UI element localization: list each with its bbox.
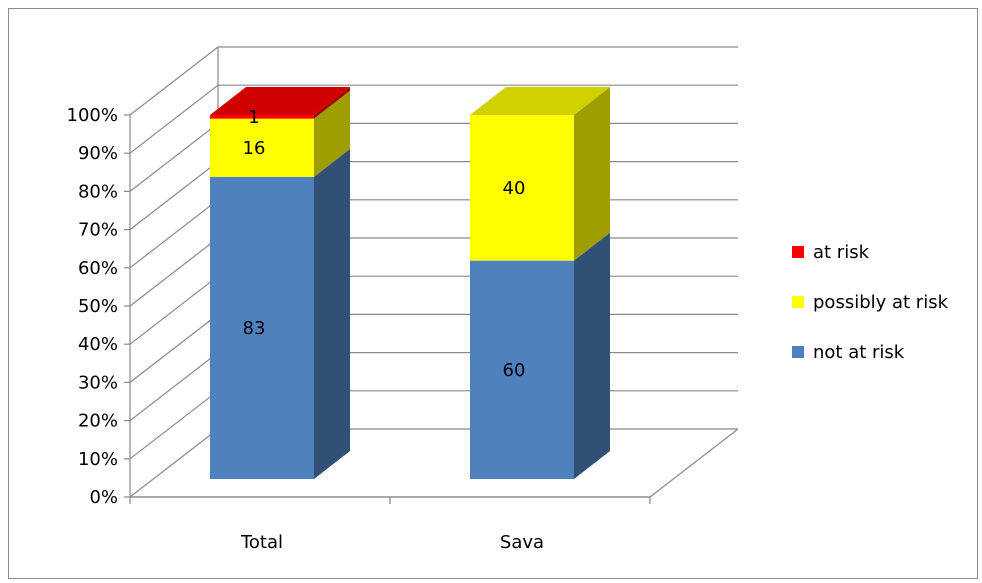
data-labels: 83 16 1 60 40: [243, 107, 526, 381]
gridline-side: [129, 275, 219, 345]
gridline-side: [129, 46, 219, 116]
gridline-side: [129, 84, 219, 154]
category-label: Total: [240, 532, 283, 553]
y-tick-label: 90%: [78, 143, 118, 164]
bar-not-at-risk-side: [574, 232, 610, 479]
bar-possibly-at-risk-top: [470, 87, 610, 115]
y-tick-label: 40%: [78, 334, 118, 355]
data-label: 40: [503, 178, 526, 199]
y-tick-label: 20%: [78, 411, 118, 432]
bar-possibly-at-risk-side: [314, 90, 350, 177]
legend: at risk possibly at risk not at risk: [792, 242, 949, 363]
gridline-side: [129, 122, 219, 192]
gridline-side: [129, 352, 219, 422]
data-label: 60: [503, 360, 526, 381]
axes: [124, 114, 651, 504]
legend-label: possibly at risk: [813, 292, 949, 313]
gridline-side: [129, 161, 219, 231]
legend-swatch: [792, 346, 804, 358]
bar-possibly-at-risk-front: [210, 118, 314, 177]
bar-at-risk-side: [314, 87, 350, 119]
x-axis-category-labels: Total Sava: [240, 532, 544, 553]
gridline-side: [129, 428, 219, 498]
data-label: 83: [243, 318, 266, 339]
bars: [210, 87, 610, 479]
y-tick-label: 50%: [78, 296, 118, 317]
bar-not-at-risk-side: [314, 148, 350, 479]
gridline-side: [129, 390, 219, 460]
bar-at-risk-top: [210, 87, 350, 115]
y-tick-label: 30%: [78, 372, 118, 393]
legend-label: at risk: [813, 242, 870, 263]
legend-swatch: [792, 246, 804, 258]
bar-not-at-risk-front: [470, 260, 574, 479]
y-tick-label: 60%: [78, 258, 118, 279]
bar-possibly-at-risk-front: [470, 115, 574, 261]
legend-label: not at risk: [813, 342, 905, 363]
gridline-side: [129, 199, 219, 269]
legend-swatch: [792, 296, 804, 308]
data-label: 1: [248, 107, 259, 128]
y-tick-label: 100%: [67, 105, 118, 126]
y-tick-label: 0%: [89, 487, 118, 508]
gridline-side: [129, 237, 219, 307]
y-axis-tick-labels: 0% 10% 20% 30% 40% 50% 60% 70% 80% 90% 100%: [67, 105, 118, 508]
category-label: Sava: [500, 532, 544, 553]
y-tick-label: 70%: [78, 220, 118, 241]
bar-at-risk-front: [210, 115, 314, 119]
data-label: 16: [243, 138, 266, 159]
y-tick-label: 10%: [78, 449, 118, 470]
bar-not-at-risk-front: [210, 176, 314, 479]
gridline-side: [129, 313, 219, 383]
bar-possibly-at-risk-side: [574, 87, 610, 261]
y-tick-label: 80%: [78, 181, 118, 202]
